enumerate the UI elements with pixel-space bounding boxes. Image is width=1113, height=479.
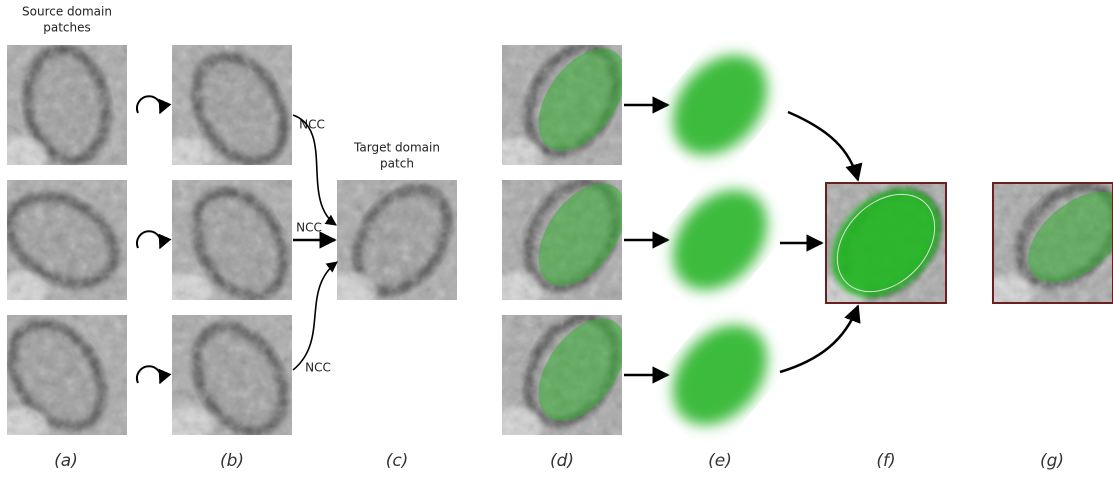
patch-noise (172, 315, 292, 435)
patch-noise (172, 45, 292, 165)
target-title: patch (380, 157, 414, 171)
patch-noise (7, 315, 127, 435)
arrow (293, 115, 336, 225)
patch-noise (172, 180, 292, 300)
source-title: patches (43, 21, 91, 35)
image-patch (492, 303, 643, 443)
rotate-arrow (137, 96, 161, 113)
probability-map (653, 306, 786, 443)
panel-label: (d) (550, 451, 574, 471)
image-patch (327, 172, 465, 308)
image-patch (162, 177, 301, 312)
ncc-label: NCC (299, 118, 325, 132)
panel-label: (b) (220, 451, 244, 471)
panel-label: (f) (876, 451, 895, 471)
image-patch (0, 179, 129, 308)
patch-noise (7, 45, 127, 165)
figure: Source domain patches Target domain patc… (0, 0, 1113, 479)
panel-label: (c) (386, 451, 409, 471)
image-patch (492, 33, 643, 173)
arrow (780, 306, 858, 372)
arrow (293, 262, 337, 370)
source-title: Source domain (22, 5, 112, 19)
probability-map (653, 171, 786, 308)
target-title: Target domain (353, 141, 440, 155)
probability-map (653, 36, 786, 173)
arrow (788, 112, 858, 180)
panel-label: (e) (708, 451, 732, 471)
image-patch (0, 307, 127, 443)
ncc-label: NCC (296, 221, 322, 235)
image-patch (162, 312, 301, 447)
panel-label: (g) (1040, 451, 1064, 471)
image-patch (983, 169, 1113, 311)
patch-noise (337, 180, 457, 300)
patch-noise (7, 180, 127, 300)
image-patch (492, 168, 643, 308)
panel-label: (a) (54, 451, 78, 471)
rotate-arrow (137, 366, 161, 383)
ncc-label: NCC (305, 361, 331, 375)
rotate-arrow (137, 231, 161, 248)
image-patch (0, 43, 127, 173)
image-patch (162, 42, 301, 177)
